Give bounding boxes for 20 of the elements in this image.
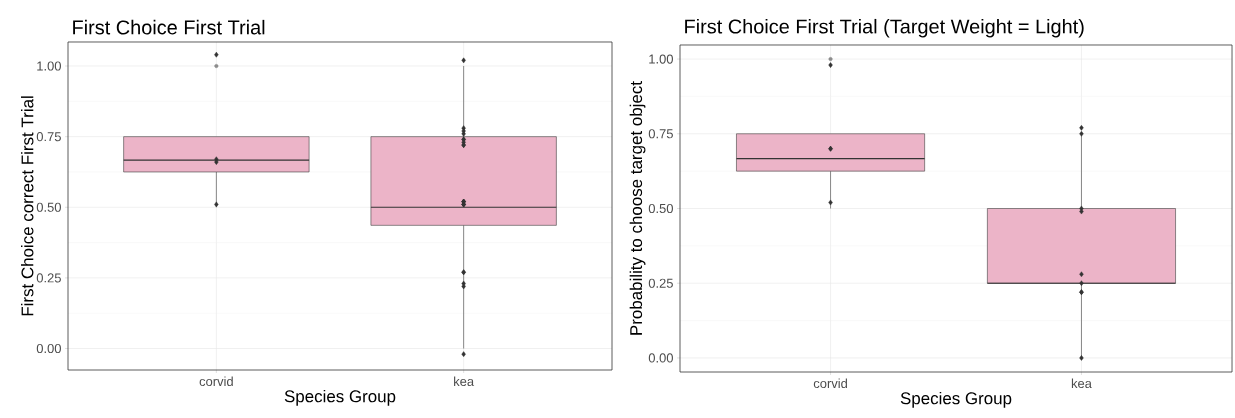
y-axis-title: Probability to choose target object	[629, 81, 646, 335]
chart-title: First Choice First Trial (Target Weight = Light)	[685, 18, 1084, 38]
y-tick-label: 1.00	[37, 61, 61, 71]
x-axis-title: Species Group	[284, 389, 396, 406]
y-tick-label: 0.25	[36, 273, 61, 283]
x-tick-label: corvid	[199, 376, 233, 387]
x-tick-label: corvid	[813, 378, 847, 389]
y-tick-label: 0.75	[36, 132, 61, 142]
y-tick-label: 0.50	[36, 202, 61, 212]
y-axis-title: First Choice correct First Trial	[21, 96, 34, 316]
x-axis-title: Species Group	[900, 391, 1012, 408]
chart-title: First Choice First Trial	[73, 19, 265, 35]
y-tick-label: 0.50	[648, 203, 673, 214]
y-tick-label: 0.25	[648, 278, 673, 288]
y-tick-label: 0.00	[36, 343, 61, 354]
y-tick-label: 0.00	[648, 353, 673, 363]
x-tick-label: kea	[454, 376, 475, 387]
y-tick-label: 1.00	[649, 54, 673, 64]
y-tick-label: 0.75	[648, 129, 673, 139]
x-tick-label: kea	[1071, 378, 1092, 389]
